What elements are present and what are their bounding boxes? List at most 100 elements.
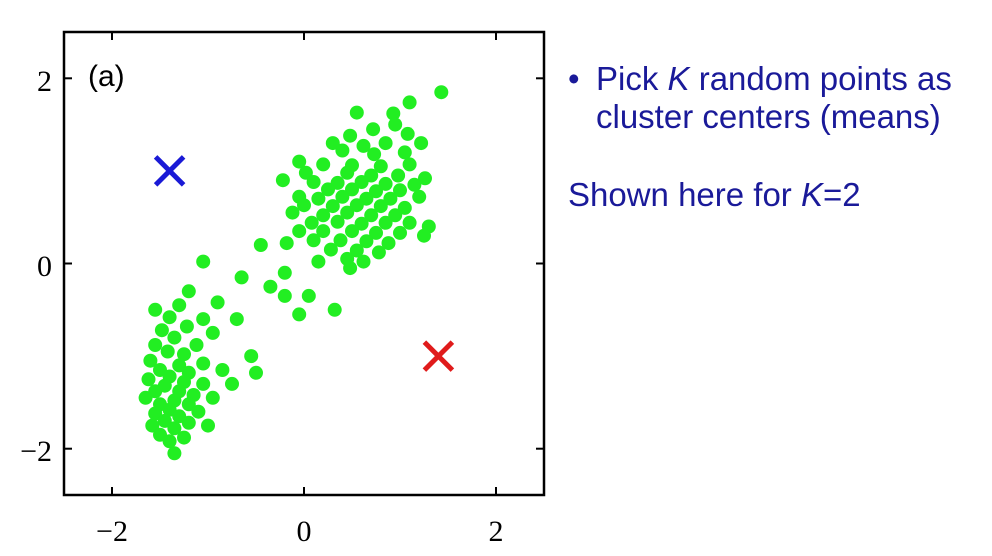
- data-point: [367, 147, 382, 162]
- data-point: [285, 205, 300, 220]
- cluster-center-marker: [153, 155, 186, 187]
- data-point: [234, 270, 249, 285]
- data-point: [145, 418, 160, 433]
- shown-text-k: K: [800, 176, 823, 213]
- data-point: [388, 208, 403, 223]
- x-tick-label-2: 2: [489, 515, 504, 548]
- data-point: [345, 224, 359, 239]
- data-point: [343, 128, 358, 143]
- cross-stroke: [422, 340, 455, 372]
- cross-stroke: [153, 155, 186, 187]
- data-point: [418, 171, 432, 186]
- data-point: [225, 376, 239, 391]
- data-point: [402, 95, 417, 110]
- y-tick-label-0: 0: [37, 250, 52, 283]
- data-point: [201, 418, 215, 433]
- data-point: [196, 376, 211, 391]
- data-point: [311, 191, 326, 206]
- data-point: [244, 349, 259, 364]
- x-tick-label-0: 0: [297, 515, 312, 548]
- data-point: [189, 338, 204, 352]
- data-point: [275, 173, 290, 188]
- data-point: [162, 434, 177, 449]
- data-point: [306, 233, 321, 248]
- data-point: [179, 319, 194, 334]
- plot-frame: [62, 30, 546, 497]
- data-point: [167, 330, 182, 345]
- data-point: [148, 406, 163, 421]
- data-point: [378, 176, 393, 191]
- data-point: [148, 302, 163, 317]
- data-point: [301, 288, 316, 303]
- data-point: [335, 143, 350, 158]
- data-point: [181, 397, 196, 412]
- shown-text-start: Shown here for: [568, 176, 801, 213]
- data-point: [397, 200, 412, 215]
- data-point: [400, 126, 415, 141]
- data-point: [383, 191, 398, 206]
- data-point: [325, 136, 340, 151]
- data-point: [402, 215, 417, 230]
- data-point: [335, 189, 350, 204]
- data-point: [141, 372, 156, 387]
- shown-here-line: Shown here for K=2: [568, 176, 978, 214]
- data-point: [306, 175, 321, 189]
- data-point: [304, 215, 319, 230]
- data-point: [167, 421, 182, 436]
- data-point: [292, 154, 307, 169]
- data-point: [205, 325, 220, 340]
- data-point: [381, 236, 396, 251]
- data-point: [316, 157, 331, 172]
- data-point: [154, 323, 169, 338]
- data-point: [181, 415, 196, 430]
- data-point: [434, 85, 449, 100]
- data-point: [366, 122, 381, 137]
- data-point: [369, 225, 383, 240]
- data-point: [323, 242, 338, 257]
- axis-ticks: [64, 32, 544, 495]
- data-point: [333, 233, 348, 248]
- shown-text-end: =2: [822, 176, 861, 213]
- bullet-marker: •: [568, 60, 580, 97]
- bullet-text: Pick K random points as cluster centers …: [596, 60, 978, 136]
- data-point: [279, 236, 294, 251]
- data-point: [356, 254, 371, 269]
- bullet-text-start: Pick: [596, 60, 668, 97]
- data-point: [343, 261, 358, 276]
- scatter-plot: (a) 2 0 −2 −2 0 2: [20, 30, 546, 548]
- data-point: [391, 168, 406, 183]
- data-point: [330, 214, 345, 229]
- data-point: [311, 254, 326, 269]
- data-point: [349, 105, 364, 120]
- data-point: [354, 216, 369, 231]
- data-point: [369, 184, 383, 199]
- data-point: [138, 390, 153, 405]
- data-point: [407, 177, 422, 192]
- data-point: [316, 208, 331, 223]
- cluster-centers: [153, 155, 455, 372]
- data-point: [205, 390, 220, 405]
- data-point: [325, 199, 340, 214]
- data-point: [371, 245, 386, 260]
- data-point: [349, 198, 364, 213]
- data-point: [177, 347, 191, 362]
- data-point: [196, 312, 211, 327]
- data-point: [393, 225, 407, 240]
- data-point: [359, 234, 374, 249]
- data-point: [386, 106, 401, 121]
- panel-label: (a): [88, 60, 125, 93]
- data-point: [378, 215, 393, 230]
- data-point: [388, 117, 403, 132]
- data-point: [215, 363, 230, 377]
- data-point: [417, 228, 431, 243]
- data-point: [196, 254, 211, 269]
- data-point: [345, 182, 359, 197]
- data-point: [402, 157, 417, 172]
- data-point: [373, 159, 388, 174]
- data-point: [177, 430, 191, 445]
- bullet-item: • Pick K random points as cluster center…: [568, 60, 978, 136]
- data-point: [297, 198, 311, 213]
- data-point: [196, 356, 211, 371]
- bullet-text-end: random points as cluster centers (means): [596, 60, 952, 135]
- data-point: [181, 284, 196, 299]
